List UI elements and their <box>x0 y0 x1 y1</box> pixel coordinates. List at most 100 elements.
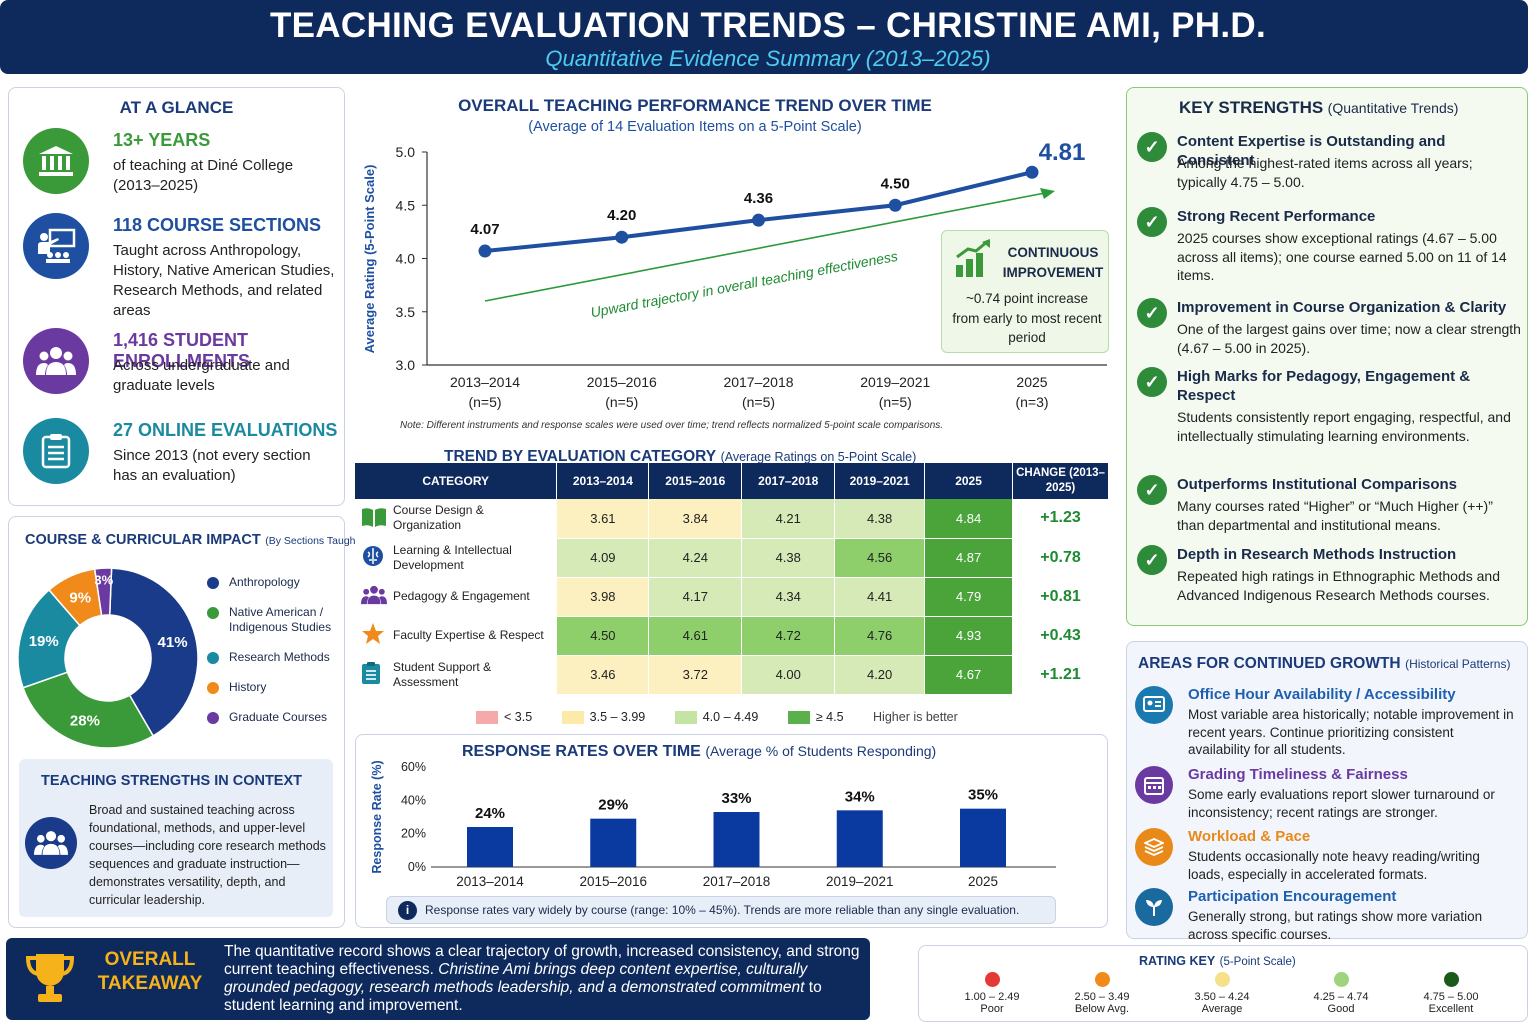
x-tick-label: 2019–2021 <box>826 874 894 889</box>
response-bar <box>836 810 883 867</box>
legend-dot <box>207 652 219 664</box>
x-tick-n-label: (n=5) <box>879 394 912 410</box>
glance-item-evaluations: 27 ONLINE EVALUATIONS Since 2013 (not ev… <box>23 418 348 498</box>
legend-label: Graduate Courses <box>229 710 328 724</box>
trend-subtitle: (Average of 14 Evaluation Items on a 5-P… <box>528 119 862 135</box>
growth-text: Generally strong, but ratings show more … <box>1188 909 1483 942</box>
x-tick-label: 2015–2016 <box>579 874 647 889</box>
rating-cell: 4.61 <box>648 616 743 656</box>
category-title-text: TREND BY EVALUATION CATEGORY <box>444 448 717 465</box>
x-tick-label: 2015–2016 <box>587 374 657 390</box>
rating-label: Poor <box>980 1003 1004 1015</box>
trend-point <box>478 244 492 258</box>
rating-label: Excellent <box>1428 1003 1474 1015</box>
legend-dot <box>207 712 219 724</box>
takeaway-label: OVERALL TAKEAWAY <box>90 948 210 996</box>
y-axis-label: Average Rating (5-Point Scale) <box>362 165 377 354</box>
star-icon <box>361 622 393 649</box>
calendar-icon <box>1135 766 1173 804</box>
bar-chart-up-icon <box>954 239 994 284</box>
table-header: 2019–2021 <box>834 463 926 499</box>
strength-item: ✓ Strong Recent Performance 2025 courses s… <box>1137 207 1522 287</box>
glance-title: AT A GLANCE <box>119 98 234 117</box>
rating-key-title-text: RATING KEY <box>1139 954 1216 968</box>
context-text: Broad and sustained teaching across foun… <box>89 803 326 907</box>
callout-title: CONTINUOUS IMPROVEMENT <box>1000 243 1106 283</box>
trend-value-label: 4.07 <box>470 221 499 238</box>
rating-cell: 4.00 <box>741 655 836 695</box>
legend-label: 4.0 – 4.49 <box>702 710 759 724</box>
rating-range: 1.00 – 2.49 <box>964 991 1020 1003</box>
rating-range: 4.25 – 4.74 <box>1313 991 1369 1003</box>
table-header: 2025 <box>924 463 1013 499</box>
rating-label: Below Avg. <box>1074 1003 1130 1015</box>
y-tick-label: 4.0 <box>396 251 416 267</box>
check-icon: ✓ <box>1137 545 1167 575</box>
strength-item: ✓ High Marks for Pedagogy, Engagement & R… <box>1137 367 1522 462</box>
category-table: CATEGORY 2013–2014 2015–2016 2017–2018 2… <box>355 463 1109 695</box>
growth-heading: Workload & Pace <box>1188 828 1311 845</box>
response-note-box: i Response rates vary widely by course (… <box>386 896 1056 924</box>
page-title: TEACHING EVALUATION TRENDS – CHRISTINE A… <box>269 6 1267 45</box>
rating-cell: 4.79 <box>924 577 1013 617</box>
trajectory-arrow <box>484 192 1046 302</box>
strengths-title-text: KEY STRENGTHS <box>1179 98 1324 117</box>
sprout-icon <box>1135 888 1173 926</box>
legend-note: Higher is better <box>873 710 958 724</box>
rating-cell: 4.93 <box>924 616 1013 656</box>
callout-title-line: IMPROVEMENT <box>1002 265 1104 280</box>
trend-point <box>615 230 629 244</box>
legend-item: 4.0 – 4.49 <box>674 710 759 725</box>
strength-heading: Strong Recent Performance <box>1177 208 1376 225</box>
donut-slice <box>93 567 113 617</box>
trend-value-label: 4.50 <box>881 175 910 192</box>
category-label: Learning & Intellectual Development <box>393 542 512 572</box>
y-tick-label: 40% <box>401 793 426 807</box>
table-header: 2017–2018 <box>741 463 836 499</box>
growth-text: Students occasionally note heavy reading… <box>1188 849 1480 882</box>
bar-value-label: 34% <box>845 788 875 805</box>
glance-heading: 13+ YEARS <box>113 130 211 150</box>
legend-label: Research Methods <box>229 650 330 664</box>
x-tick-label: 2025 <box>1016 374 1047 390</box>
category-title-note: (Average Ratings on 5-Point Scale) <box>720 450 917 464</box>
change-cell: +0.43 <box>1012 616 1109 656</box>
y-tick-label: 4.5 <box>396 197 416 213</box>
y-tick-label: 3.5 <box>396 304 416 320</box>
growth-heading: Grading Timeliness & Fairness <box>1188 766 1408 783</box>
rating-key-title-note: (5-Point Scale) <box>1219 956 1296 968</box>
donut-slice <box>22 671 155 749</box>
trend-note: Note: Different instruments and response… <box>400 420 944 431</box>
rating-cell: 4.34 <box>741 577 836 617</box>
bar-value-label: 24% <box>475 805 505 822</box>
rating-cell: 4.76 <box>834 616 926 656</box>
x-tick-label: 2013–2014 <box>450 374 520 390</box>
impact-title-text: COURSE & CURRICULAR IMPACT <box>25 532 261 548</box>
change-cell: +0.81 <box>1012 577 1109 617</box>
legend-dot <box>207 577 219 589</box>
x-tick-n-label: (n=5) <box>468 394 501 410</box>
legend-dot <box>207 682 219 694</box>
category-label: Student Support & Assessment <box>393 659 492 689</box>
table-row: Pedagogy & Engagement 3.98 4.17 4.34 4.41 4.7… <box>355 577 1109 617</box>
legend-item: < 3.5 <box>476 710 532 725</box>
response-bar-chart: 60% 40% 20% 0% Response Rate (%) 24% 2013–2014… <box>370 760 1056 889</box>
strength-heading: Depth in Research Methods Instruction <box>1177 546 1457 563</box>
callout-title-line: CONTINUOUS <box>1007 245 1099 260</box>
glance-item-enrollments: 1,416 STUDENT ENROLLMENTS Across undergr… <box>23 328 348 408</box>
legend-swatch <box>476 711 498 725</box>
page-header: TEACHING EVALUATION TRENDS – CHRISTINE A… <box>0 0 1528 74</box>
legend-swatch <box>787 711 810 725</box>
rating-cell: 4.09 <box>556 538 650 578</box>
strength-text: 2025 courses show exceptional ratings (4… <box>1177 230 1507 283</box>
response-bar <box>713 812 760 867</box>
donut-slice-label: 28% <box>70 712 100 729</box>
trend-title: OVERALL TEACHING PERFORMANCE TREND OVER … <box>458 96 932 115</box>
check-icon: ✓ <box>1137 132 1167 162</box>
y-axis-label: Response Rate (%) <box>370 760 384 873</box>
takeaway-banner: OVERALL TAKEAWAY The quantitative record… <box>6 938 870 1020</box>
rating-cell: 4.41 <box>834 577 926 617</box>
category-cell: Pedagogy & Engagement <box>355 577 558 617</box>
table-header: 2015–2016 <box>648 463 743 499</box>
rating-dot <box>1214 972 1230 987</box>
